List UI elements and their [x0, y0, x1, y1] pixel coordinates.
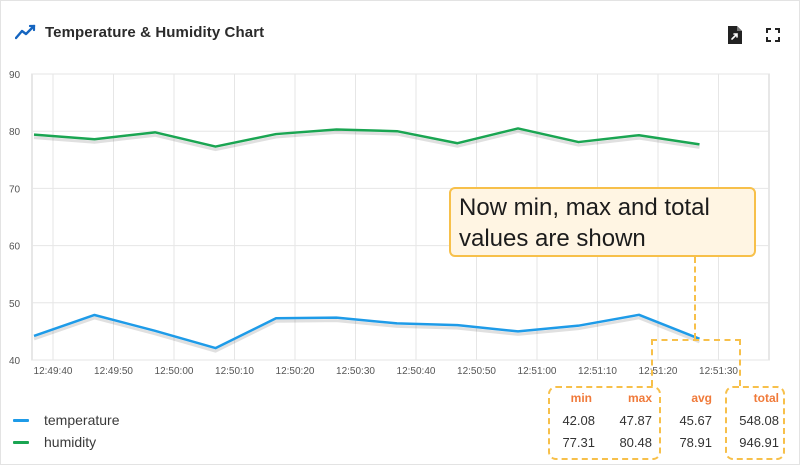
series-shadow-temperature: [33, 316, 701, 353]
series-line-temperature: [33, 313, 700, 350]
x-tick-label: 12:51:30: [699, 366, 738, 377]
x-tick-label: 12:50:30: [336, 366, 375, 377]
x-tick-label: 12:51:00: [518, 366, 557, 377]
x-tick-label: 12:50:10: [215, 366, 254, 377]
line-chart-icon: [15, 24, 36, 40]
legend-row-temperature[interactable]: temperature 42.08 47.87 45.67 548.08: [1, 409, 800, 431]
y-tick-label: 70: [9, 184, 21, 195]
x-tick-label: 12:49:50: [94, 366, 133, 377]
legend-label: humidity: [44, 434, 97, 450]
chart-legend: min max avg total temperature 42.08 47.8…: [1, 385, 800, 465]
y-tick-label: 50: [9, 299, 21, 310]
x-tick-label: 12:50:40: [397, 366, 436, 377]
y-tick-label: 90: [9, 70, 21, 81]
series-shadow-humidity: [33, 129, 700, 152]
widget-toolbar: [725, 25, 783, 45]
legend-swatch-humidity: [13, 440, 29, 444]
legend-header-avg: avg: [691, 391, 712, 405]
widget-header: Temperature & Humidity Chart: [15, 19, 264, 45]
export-file-icon: [728, 26, 742, 44]
legend-value-avg: 78.91: [679, 434, 712, 450]
legend-value-max: 47.87: [619, 412, 652, 428]
legend-value-min: 42.08: [562, 412, 595, 428]
legend-value-max: 80.48: [619, 434, 652, 450]
fullscreen-icon: [766, 28, 780, 42]
x-tick-label: 12:51:10: [578, 366, 617, 377]
highlight-total: [725, 386, 785, 460]
y-tick-label: 40: [9, 356, 21, 367]
legend-row-humidity[interactable]: humidity 77.31 80.48 78.91 946.91: [1, 431, 800, 453]
x-tick-label: 12:50:00: [155, 366, 194, 377]
highlight-connector: [651, 339, 741, 386]
legend-header-total: total: [753, 391, 779, 405]
callout-connector: [694, 257, 696, 339]
line-chart: 40 50 60 70 80 90 12:49:40 12:49:50 12:50:00 12:5…: [9, 70, 770, 377]
legend-swatch-temperature: [13, 418, 29, 422]
legend-label: temperature: [44, 412, 120, 428]
x-tick-label: 12:50:20: [276, 366, 315, 377]
legend-header-max: max: [627, 391, 652, 405]
export-button[interactable]: [725, 25, 745, 45]
widget-title: Temperature & Humidity Chart: [45, 23, 265, 41]
callout-line-1: Now min, max and total: [459, 194, 710, 221]
legend-value-total: 548.08: [739, 412, 779, 428]
legend-value-min: 77.31: [562, 434, 595, 450]
x-tick-label: 12:51:20: [639, 366, 678, 377]
legend-header-row: min max avg total: [1, 387, 800, 409]
fullscreen-button[interactable]: [763, 25, 783, 45]
x-tick-label: 12:49:40: [34, 366, 73, 377]
highlight-min-max: [548, 386, 661, 460]
y-tick-label: 80: [9, 127, 21, 138]
x-tick-label: 12:50:50: [457, 366, 496, 377]
y-tick-label: 60: [9, 242, 21, 253]
legend-value-total: 946.91: [739, 434, 779, 450]
legend-header-min: min: [570, 391, 592, 405]
callout-line-2: values are shown: [459, 225, 646, 252]
annotation-callout: Now min, max and total values are shown: [449, 187, 756, 257]
legend-value-avg: 45.67: [679, 412, 712, 428]
series-line-humidity: [33, 127, 700, 148]
